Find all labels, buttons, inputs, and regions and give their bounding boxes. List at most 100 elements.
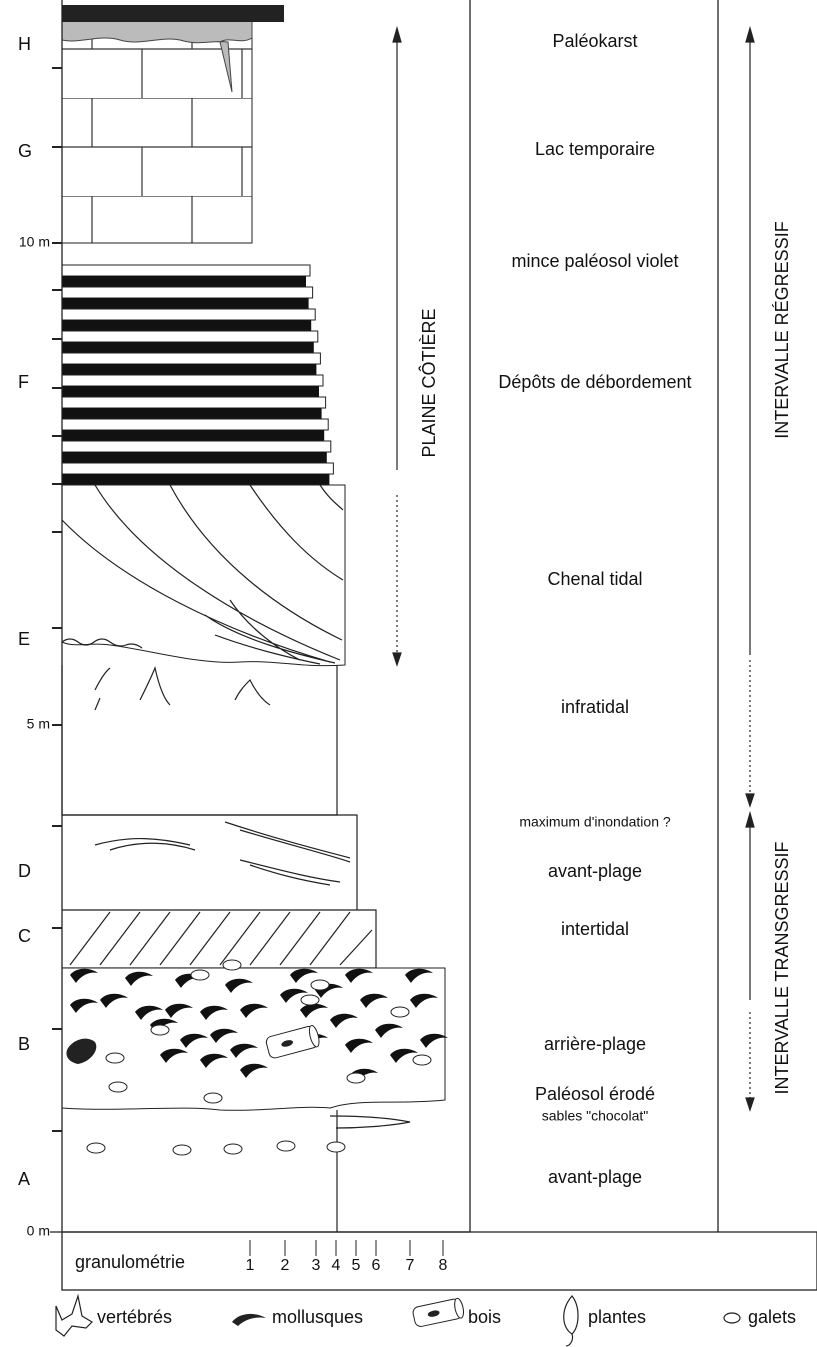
legend-label: bois: [468, 1307, 501, 1327]
environment: avant-plage: [548, 861, 642, 881]
grain-class: 8: [439, 1257, 448, 1274]
mollusk: [160, 1048, 188, 1063]
pebble: [190, 969, 210, 981]
mollusk: [420, 1033, 448, 1048]
legend-label: galets: [748, 1307, 796, 1327]
bed: [62, 474, 330, 485]
unit-label: E: [18, 629, 30, 649]
environment: Lac temporaire: [535, 139, 655, 159]
pebble: [105, 1052, 125, 1064]
environment: infratidal: [561, 697, 629, 717]
mollusk: [180, 1033, 208, 1048]
channel: [61, 484, 346, 667]
depth-ticks: [52, 67, 62, 1132]
bed: [61, 418, 329, 431]
unit-label: H: [18, 34, 31, 54]
frame: [50, 0, 817, 1291]
legend-label: mollusques: [272, 1307, 363, 1327]
pebble: [326, 1141, 346, 1153]
environment: Dépôts de débordement: [498, 372, 691, 392]
pebbles: [86, 959, 432, 1156]
pebble: [310, 979, 330, 991]
legend-label: vertébrés: [97, 1307, 172, 1327]
bed: [61, 396, 327, 409]
arrows: [392, 25, 755, 1112]
bed: [62, 430, 325, 441]
bed: [61, 440, 332, 453]
environment: maximum d'inondation ?: [519, 814, 671, 830]
unit-label: F: [18, 372, 29, 392]
pebble: [223, 1143, 243, 1155]
mollusk: [330, 1013, 358, 1028]
legend: vertébrés mollusques bois plantes galets: [55, 1293, 796, 1347]
mollusk: [230, 1043, 258, 1058]
pebble: [390, 1006, 410, 1018]
bed: [62, 276, 306, 287]
mollusk: [360, 993, 388, 1008]
bed: [62, 364, 317, 375]
grain-class: 4: [332, 1257, 341, 1274]
mollusk: [240, 1063, 268, 1078]
unit-label: B: [18, 1034, 30, 1054]
pebble: [222, 959, 242, 971]
coastal-plain: PLAINE CÔTIÈRE: [418, 308, 439, 457]
bed: [61, 374, 324, 387]
bed: [61, 352, 321, 365]
environment: Paléosol érodé: [535, 1084, 655, 1104]
bed: [62, 386, 319, 397]
pebble: [86, 1142, 106, 1154]
pebble: [150, 1024, 170, 1036]
grain-class: 3: [312, 1257, 321, 1274]
depth-label: 5 m: [27, 716, 50, 732]
mollusk: [345, 1038, 373, 1053]
mollusk: [240, 1003, 268, 1018]
mollusk: [300, 1003, 328, 1018]
mollusk: [375, 1023, 403, 1038]
environment: mince paléosol violet: [511, 251, 678, 271]
grain-class: 1: [246, 1257, 255, 1274]
bed: [62, 298, 309, 309]
regressive: INTERVALLE RÉGRESSIF: [772, 221, 792, 438]
bed: [62, 320, 312, 331]
bed: [62, 452, 327, 463]
pebble: [346, 1072, 366, 1084]
environment: Paléokarst: [552, 31, 637, 51]
depth-label: 10 m: [19, 234, 50, 250]
grain-class: 6: [372, 1257, 381, 1274]
mollusk: [290, 968, 318, 983]
bed: [61, 264, 311, 277]
unit-label: G: [18, 141, 32, 161]
mollusk: [345, 968, 373, 983]
environment: avant-plage: [548, 1167, 642, 1187]
pebble: [412, 1054, 432, 1066]
bed: [61, 462, 334, 475]
environment: arrière-plage: [544, 1034, 646, 1054]
paleokarst: [61, 19, 253, 93]
mollusk: [210, 1028, 238, 1043]
bed: [61, 308, 316, 321]
bed: [61, 286, 314, 299]
pebble: [172, 1144, 192, 1156]
environment: Chenal tidal: [547, 569, 642, 589]
lithology: [61, 5, 448, 1232]
mollusk: [280, 988, 308, 1003]
mollusk: [200, 1005, 228, 1020]
mollusk: [200, 1053, 228, 1068]
limestone: [61, 19, 253, 244]
mollusk: [410, 993, 438, 1008]
unit-label: A: [18, 1169, 30, 1189]
transgressive: INTERVALLE TRANSGRESSIF: [772, 841, 792, 1094]
pebble: [276, 1140, 296, 1152]
grain-class: 7: [406, 1257, 415, 1274]
environment: intertidal: [561, 919, 629, 939]
unit-label: D: [18, 861, 31, 881]
environment: sables "chocolat": [542, 1108, 648, 1124]
granulometry-label: granulométrie: [75, 1252, 185, 1272]
bed: [62, 408, 322, 419]
unit-label: C: [18, 926, 31, 946]
pebble: [300, 994, 320, 1006]
bed: [62, 342, 314, 353]
clast: [66, 1038, 97, 1064]
